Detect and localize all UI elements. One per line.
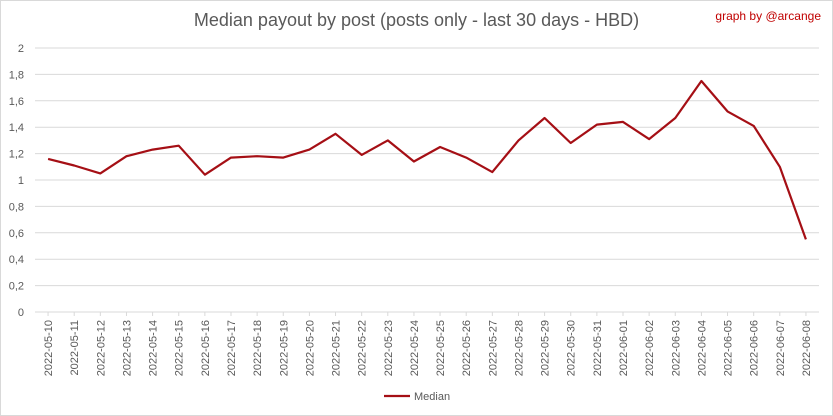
y-tick-label: 0,2 bbox=[9, 281, 24, 293]
y-tick-label: 1,2 bbox=[9, 149, 24, 161]
x-tick-label: 2022-05-26 bbox=[461, 320, 473, 376]
x-tick-label: 2022-05-10 bbox=[43, 320, 55, 376]
x-tick-label: 2022-05-31 bbox=[592, 320, 604, 376]
series-line-median bbox=[47, 79, 807, 240]
gridlines bbox=[35, 47, 819, 313]
x-tick-label: 2022-05-15 bbox=[174, 320, 186, 376]
x-tick-label: 2022-05-28 bbox=[513, 320, 525, 376]
x-tick-label: 2022-06-03 bbox=[670, 320, 682, 376]
x-tick-label: 2022-05-20 bbox=[304, 320, 316, 376]
y-tick-label: 1,4 bbox=[9, 122, 24, 134]
chart-credit: graph by @arcange bbox=[715, 9, 821, 23]
x-tick-label: 2022-05-11 bbox=[69, 320, 81, 375]
x-axis-ticks: 2022-05-10 2022-05-11 2022-05-12 2022-05-13… bbox=[43, 312, 813, 376]
chart-title: Median payout by post (posts only - last… bbox=[193, 10, 640, 30]
x-tick-label: 2022-05-24 bbox=[409, 320, 421, 376]
x-tick-label: 2022-05-29 bbox=[540, 320, 552, 376]
legend: Median bbox=[384, 391, 450, 403]
x-tick-label: 2022-05-19 bbox=[278, 320, 290, 376]
y-tick-label: 0 bbox=[18, 307, 24, 319]
x-tick-label: 2022-05-22 bbox=[357, 320, 369, 376]
y-tick-label: 1,8 bbox=[9, 69, 24, 81]
x-tick-label: 2022-06-04 bbox=[696, 320, 708, 376]
x-tick-label: 2022-06-02 bbox=[644, 320, 656, 376]
x-tick-label: 2022-05-16 bbox=[200, 320, 212, 376]
x-tick-label: 2022-05-13 bbox=[121, 320, 133, 376]
y-tick-label: 0,4 bbox=[9, 254, 24, 266]
x-tick-label: 2022-05-14 bbox=[148, 320, 160, 376]
x-tick-label: 2022-05-25 bbox=[435, 320, 447, 376]
x-tick-label: 2022-06-06 bbox=[749, 320, 761, 376]
x-tick-label: 2022-05-30 bbox=[566, 320, 578, 376]
x-tick-label: 2022-05-17 bbox=[226, 320, 238, 376]
y-tick-label: 2 bbox=[18, 43, 24, 55]
x-tick-label: 2022-06-07 bbox=[775, 320, 787, 376]
x-tick-label: 2022-06-01 bbox=[618, 320, 630, 376]
legend-label-median: Median bbox=[414, 391, 450, 403]
x-tick-label: 2022-06-08 bbox=[801, 320, 813, 376]
x-tick-label: 2022-05-27 bbox=[487, 320, 499, 376]
x-tick-label: 2022-05-23 bbox=[383, 320, 395, 376]
y-tick-label: 1,6 bbox=[9, 96, 24, 108]
y-tick-label: 0,8 bbox=[9, 201, 24, 213]
x-tick-label: 2022-05-21 bbox=[331, 320, 343, 376]
y-tick-label: 0,6 bbox=[9, 228, 24, 240]
x-tick-label: 2022-05-12 bbox=[95, 320, 107, 376]
series-group bbox=[47, 79, 807, 240]
x-tick-label: 2022-06-05 bbox=[723, 320, 735, 376]
y-axis-ticks: 0 0,2 0,4 0,6 0,8 1 1,2 1,4 1,6 1,8 2 bbox=[9, 43, 24, 319]
x-tick-label: 2022-05-18 bbox=[252, 320, 264, 376]
y-tick-label: 1 bbox=[18, 175, 24, 187]
